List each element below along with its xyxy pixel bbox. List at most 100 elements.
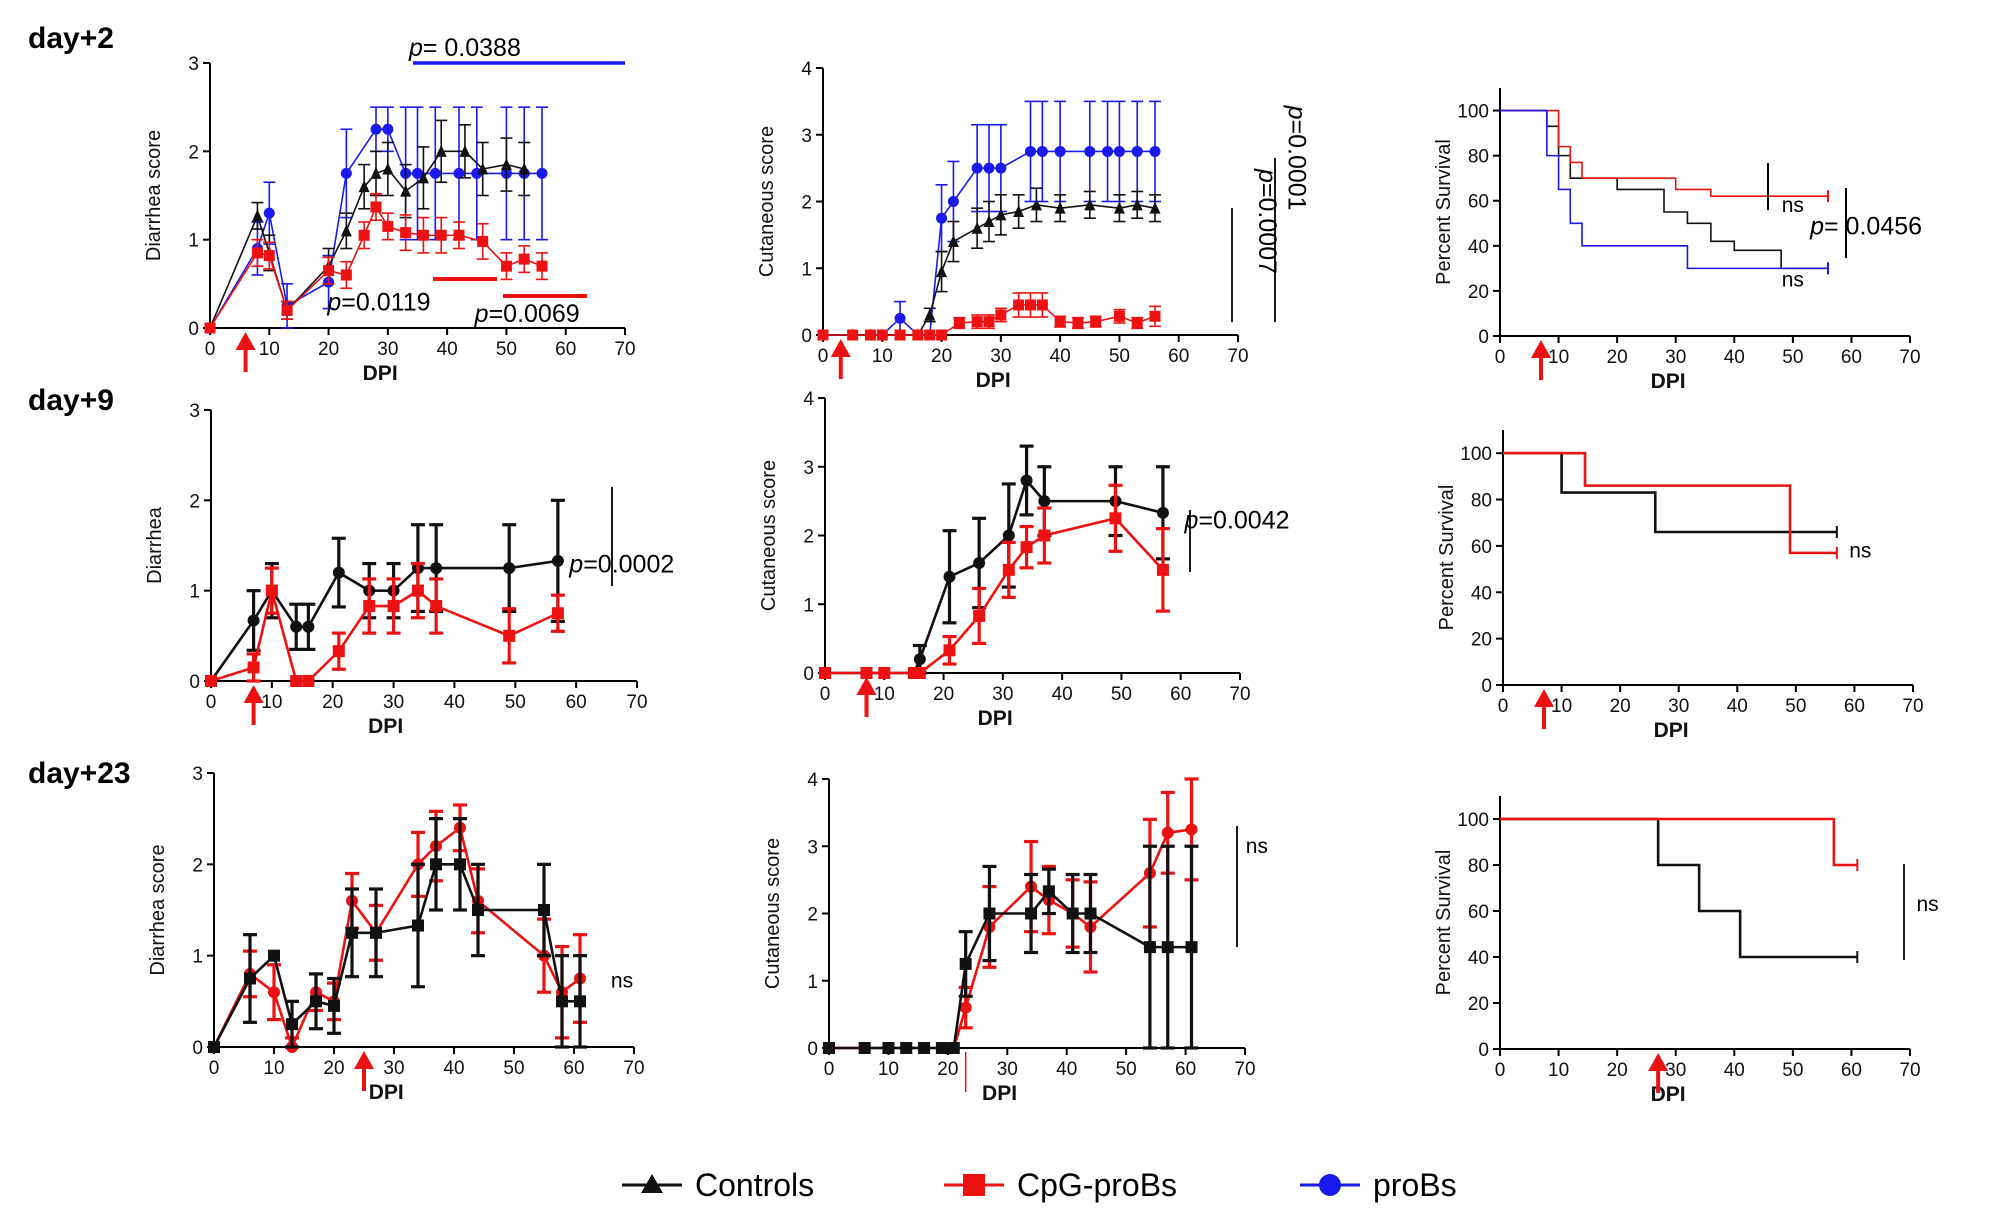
x-tick-label: 30: [990, 346, 1011, 367]
data-point: [924, 329, 936, 341]
row-labels: day+2 day+9 day+23: [28, 22, 131, 790]
x-tick-label: 50: [1782, 347, 1803, 368]
data-point: [411, 584, 424, 597]
panel-1-2: 0 10 20 30 40 50 60 70 0 20 40 60 80 100 DPI Percent Su…: [1436, 430, 1924, 742]
series-cpg-probs: [205, 561, 565, 687]
survival-curve: [1500, 109, 1828, 270]
y-tick-label: 4: [801, 59, 812, 80]
data-point: [1038, 495, 1051, 508]
treatment-arrow: [1531, 340, 1551, 380]
x-tick-label: 40: [1050, 346, 1071, 367]
x-tick-label: 30: [377, 339, 398, 360]
data-point: [983, 316, 995, 328]
data-point: [208, 1041, 220, 1053]
panel-2-0: 0 10 20 30 40 50 60 70 0 1 2 3 DPI Diarrhea score ns: [147, 764, 645, 1104]
x-tick-label: 20: [933, 684, 954, 705]
y-tick-label: 4: [803, 389, 814, 410]
series-probs: [1500, 109, 1829, 275]
data-point: [328, 999, 340, 1012]
data-point: [817, 329, 829, 341]
y-tick-label: 2: [188, 142, 199, 163]
series-cpg-probs: [204, 192, 548, 334]
data-point: [1013, 205, 1025, 218]
data-point: [971, 162, 983, 174]
x-tick-label: 0: [1495, 347, 1506, 368]
x-tick-label: 70: [623, 1058, 644, 1079]
legend-marker-cpg: [963, 1174, 985, 1196]
y-axis-label: Diarrhea score: [147, 844, 169, 975]
x-axis-label: DPI: [368, 715, 403, 738]
data-point: [943, 570, 956, 583]
x-tick-label: 30: [997, 1059, 1018, 1080]
series-controls: [1503, 451, 1838, 538]
data-point: [1038, 529, 1051, 542]
data-point: [1013, 299, 1025, 311]
y-tick-label: 2: [807, 905, 818, 926]
data-point: [1161, 941, 1174, 954]
treatment-arrow: [354, 1051, 374, 1091]
x-tick-label: 40: [437, 339, 458, 360]
series-controls: [1500, 817, 1859, 963]
ns-label: ns: [611, 970, 633, 993]
data-point: [819, 667, 831, 679]
data-point: [1131, 317, 1143, 329]
x-tick-label: 70: [1234, 1059, 1255, 1080]
y-tick-label: 0: [803, 664, 814, 685]
x-tick-label: 10: [1551, 696, 1572, 717]
data-point: [913, 667, 926, 679]
data-point: [1084, 907, 1097, 920]
data-point: [400, 227, 412, 239]
data-point: [1025, 145, 1036, 157]
x-tick-label: 0: [818, 346, 829, 367]
panel-0-2: 0 10 20 30 40 50 60 70 0 20 40 60 80 100 DPI Percent Su…: [1433, 88, 1922, 393]
x-tick-label: 50: [1782, 1060, 1803, 1081]
series-line: [829, 889, 1192, 1050]
x-axis-label: DPI: [982, 1082, 1017, 1105]
data-point: [518, 162, 530, 175]
x-tick-label: 10: [1548, 1060, 1569, 1081]
x-tick-label: 10: [878, 1059, 899, 1080]
y-axis-label: Diarrhea: [144, 506, 166, 584]
x-tick-label: 60: [1170, 684, 1191, 705]
data-point: [412, 167, 423, 179]
y-tick-label: 60: [1471, 537, 1492, 558]
data-point: [918, 1042, 931, 1054]
data-point: [382, 162, 394, 175]
x-tick-label: 10: [874, 684, 895, 705]
data-point: [1185, 941, 1198, 954]
x-tick-label: 10: [263, 1058, 284, 1079]
y-tick-label: 20: [1471, 630, 1492, 651]
y-tick-label: 0: [801, 326, 812, 347]
y-tick-label: 1: [807, 972, 818, 993]
data-point: [947, 1042, 960, 1054]
data-point: [551, 554, 564, 567]
data-point: [302, 675, 315, 687]
data-point: [847, 329, 859, 341]
data-point: [382, 123, 394, 135]
data-point: [1156, 506, 1169, 519]
series-cpg-probs: [817, 292, 1161, 341]
y-tick-label: 4: [807, 770, 818, 791]
data-point: [435, 144, 447, 157]
y-tick-label: 2: [803, 527, 814, 548]
x-tick-label: 50: [1785, 696, 1806, 717]
series-controls: [819, 444, 1170, 679]
x-tick-label: 10: [872, 346, 893, 367]
data-point: [1102, 145, 1114, 157]
data-point: [382, 220, 394, 232]
x-tick-label: 60: [1175, 1059, 1196, 1080]
x-tick-label: 40: [1724, 347, 1745, 368]
x-tick-label: 60: [1841, 1060, 1862, 1081]
panel-2-2: 0 10 20 30 40 50 60 70 0 20 40 60 80 100 DPI Percent Su…: [1433, 796, 1939, 1106]
data-point: [536, 167, 548, 179]
x-tick-label: 60: [555, 339, 576, 360]
data-point: [973, 557, 986, 569]
p-value-label: p= 0.0388: [408, 34, 521, 62]
y-axis-label: Percent Survival: [1433, 850, 1455, 996]
y-tick-label: 60: [1468, 192, 1489, 213]
data-point: [924, 308, 936, 321]
data-point: [1002, 529, 1015, 542]
data-point: [935, 1042, 948, 1054]
y-tick-label: 1: [803, 595, 814, 616]
p-value-label: p= 0.0456: [1809, 213, 1922, 241]
